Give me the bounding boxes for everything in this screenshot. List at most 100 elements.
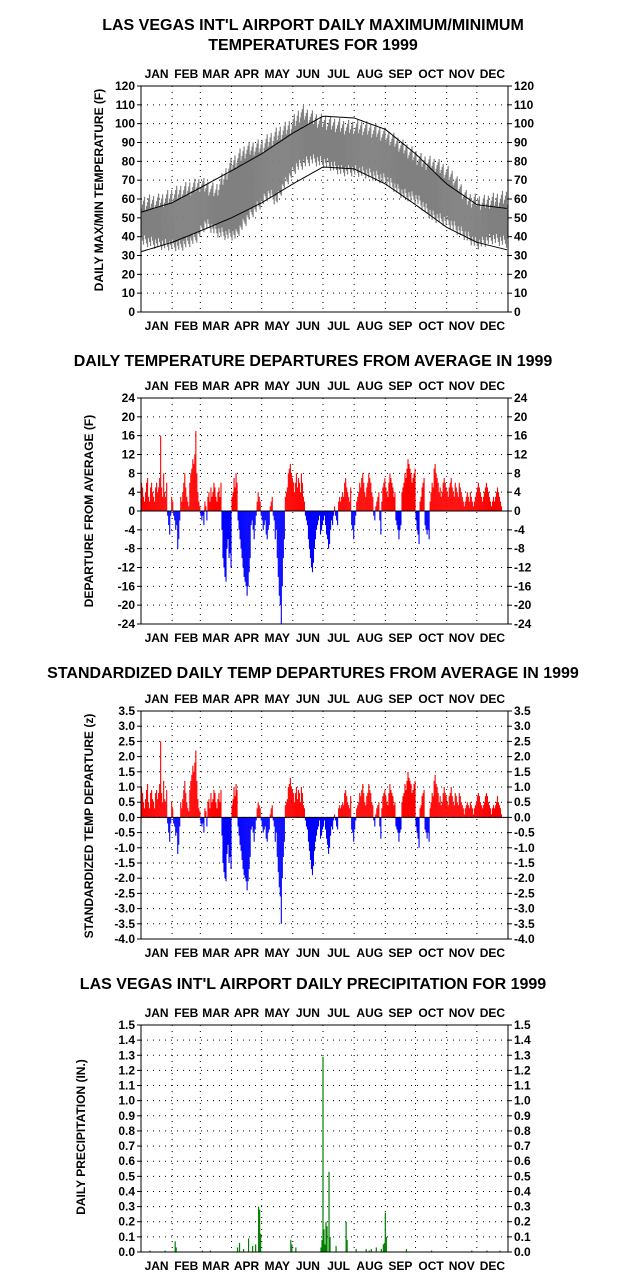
departure-bar: [316, 511, 319, 526]
departure-bar: [345, 478, 347, 511]
departure-bar: [220, 482, 222, 511]
month-label-bottom: JUL: [327, 319, 350, 333]
month-label-top: NOV: [449, 692, 475, 706]
departure-bar: [331, 817, 333, 827]
departure-bar: [325, 511, 327, 526]
y-tick-label-right: 1.5: [514, 765, 531, 779]
departure-bar: [362, 783, 364, 818]
departure-bar: [493, 808, 496, 818]
departure-bar: [278, 511, 280, 596]
departure-bar: [161, 487, 163, 511]
departure-bar: [155, 487, 157, 511]
departure-bar: [295, 787, 297, 818]
departure-bar: [162, 802, 164, 818]
departure-bar: [205, 811, 207, 818]
departure-bar: [494, 805, 497, 818]
departure-bar: [177, 817, 179, 854]
departure-bar: [305, 817, 307, 827]
departure-bar: [284, 496, 286, 511]
departure-bar: [348, 805, 350, 818]
departure-bar: [183, 482, 185, 511]
departure-bar: [292, 482, 294, 511]
departure-bar: [252, 817, 254, 833]
departure-bar: [474, 496, 476, 511]
departure-bar: [268, 511, 270, 526]
departure-bar: [468, 808, 470, 818]
departure-bar: [216, 501, 218, 511]
departure-bar: [458, 482, 460, 511]
departure-bar: [304, 511, 306, 516]
departure-bar: [489, 808, 492, 818]
y-tick-label-right: -0.5: [514, 826, 535, 840]
y-tick-label-right: -3.0: [514, 902, 535, 916]
departure-bar: [410, 783, 412, 818]
departure-bar: [500, 506, 503, 511]
departure-bar: [473, 501, 475, 511]
departure-bar: [499, 808, 502, 818]
departure-bar: [196, 780, 198, 818]
departure-bar: [144, 501, 146, 511]
month-label-bottom: NOV: [449, 319, 475, 333]
departure-bar: [442, 482, 444, 511]
departure-bar: [445, 796, 447, 818]
departure-bar: [251, 511, 253, 521]
departure-bar: [249, 817, 251, 857]
departure-bar: [262, 817, 264, 833]
month-label-top: AUG: [356, 379, 383, 393]
departure-bar: [188, 811, 190, 818]
departure-bar: [184, 780, 186, 818]
departure-bar: [147, 783, 149, 818]
departure-bar: [393, 496, 395, 511]
departure-bar: [177, 511, 179, 549]
y-tick-label-right: 0.9: [514, 1109, 531, 1123]
departure-bar: [400, 511, 402, 526]
departure-bar: [234, 796, 236, 818]
departure-bar: [142, 487, 144, 511]
departure-bar: [456, 492, 458, 511]
departure-bar: [496, 487, 499, 511]
departure-bar: [286, 799, 288, 818]
departure-bar: [361, 478, 363, 511]
departure-bar: [166, 790, 168, 818]
month-label-top: OCT: [418, 1006, 444, 1020]
departure-bar: [450, 478, 452, 511]
y-tick-label-right: -12: [514, 561, 532, 575]
y-tick-label-right: 10: [514, 286, 528, 300]
departure-bar: [143, 802, 145, 818]
chart-max-min-temperature: LAS VEGAS INT'L AIRPORT DAILY MAXIMUM/MI…: [92, 17, 534, 333]
departure-bar: [331, 511, 333, 521]
departure-bar: [274, 511, 276, 540]
y-tick-label-right: 0.5: [514, 795, 531, 809]
departure-bar: [285, 802, 287, 818]
departure-bar: [383, 482, 385, 511]
month-label-bottom: JUL: [327, 1259, 350, 1273]
month-label-top: APR: [234, 1006, 260, 1020]
departure-bar: [297, 478, 299, 511]
departure-bar: [229, 817, 231, 857]
month-label-top: NOV: [449, 67, 475, 81]
y-tick-label-left: 0.4: [118, 1184, 135, 1198]
departure-bar: [265, 817, 267, 839]
departure-bar: [388, 482, 390, 511]
departure-bar: [458, 793, 460, 818]
month-label-top: APR: [234, 67, 260, 81]
departure-bar: [213, 790, 215, 818]
departure-bar: [216, 808, 218, 818]
departure-bar: [340, 808, 342, 818]
departure-bar: [434, 774, 436, 818]
departure-bar: [479, 802, 481, 818]
departure-bar: [379, 817, 381, 827]
y-tick-label-right: 0.7: [514, 1139, 531, 1153]
departure-bar: [361, 790, 363, 818]
month-label-top: SEP: [388, 379, 412, 393]
departure-bar: [475, 802, 477, 818]
y-tick-label-right: -2.0: [514, 871, 535, 885]
departure-bar: [399, 817, 401, 833]
departure-bar: [266, 511, 268, 540]
departure-bar: [353, 511, 355, 540]
departure-bar: [478, 487, 480, 511]
departure-bar: [197, 799, 199, 818]
y-tick-label-left: 0.7: [118, 1139, 135, 1153]
y-tick-label-left: 2.0: [118, 750, 135, 764]
departure-bar: [201, 511, 203, 521]
